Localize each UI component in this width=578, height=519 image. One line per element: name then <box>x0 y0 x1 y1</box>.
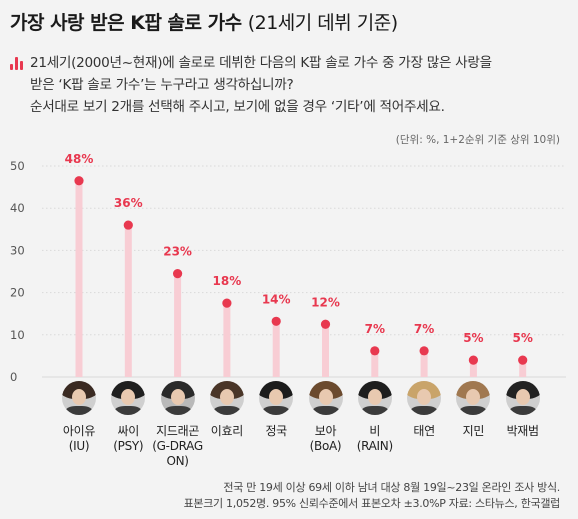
bar-chart-icon <box>10 56 24 70</box>
category-label-line: (RAIN) <box>356 439 393 453</box>
category-label-line: 지드래곤 <box>156 424 200 438</box>
y-tick-label-10: 10 <box>10 328 25 342</box>
category-label-line: 태연 <box>413 424 435 438</box>
point-3 <box>222 298 232 308</box>
category-label-8: 지민 <box>438 424 508 439</box>
category-label-line: ON) <box>166 454 189 468</box>
category-label-1: 싸이 (PSY) <box>93 424 163 454</box>
category-label-line: 정국 <box>265 424 287 438</box>
avatar-2 <box>160 381 195 415</box>
point-2 <box>173 269 183 279</box>
category-label-2: 지드래곤 (G-DRAG ON) <box>143 424 213 469</box>
data-label-2: 23% <box>163 245 192 259</box>
point-8 <box>468 355 478 365</box>
category-label-0: 아이유 (IU) <box>44 424 114 454</box>
data-label-5: 12% <box>311 295 340 309</box>
category-label-line: (PSY) <box>113 439 144 453</box>
category-label-line: 지민 <box>462 424 485 438</box>
avatar-4 <box>259 381 294 415</box>
category-label-4: 정국 <box>241 424 311 439</box>
category-label-line: 아이유 <box>62 424 96 438</box>
y-tick-label-40: 40 <box>10 201 25 215</box>
stem-4 <box>272 321 280 377</box>
point-6 <box>370 346 380 356</box>
data-label-9: 5% <box>513 331 533 345</box>
stem-6 <box>371 350 379 377</box>
avatar-6 <box>357 381 392 415</box>
category-label-9: 박재범 <box>488 424 558 439</box>
point-1 <box>123 220 133 230</box>
question-line-1: 21세기(2000년~현재)에 솔로로 데뷔한 다음의 K팝 솔로 가수 중 가… <box>30 55 492 71</box>
y-tick-label-30: 30 <box>10 243 25 257</box>
stem-3 <box>223 303 231 377</box>
point-9 <box>518 355 528 365</box>
data-label-1: 36% <box>114 196 143 210</box>
stem-7 <box>420 350 428 377</box>
title-main: 가장 사랑 받은 K팝 솔로 가수 <box>10 12 242 34</box>
avatar-8 <box>456 381 491 415</box>
stem-5 <box>322 324 329 377</box>
point-0 <box>74 176 84 186</box>
stem-2 <box>174 273 182 377</box>
y-tick-label-50: 50 <box>10 159 25 173</box>
question-line-3: 순서대로 보기 2개를 선택해 주시고, 보기에 없을 경우 ‘기타’에 적어주… <box>30 99 445 115</box>
category-label-line: 비 <box>369 424 381 438</box>
category-label-line: 싸이 <box>117 424 140 438</box>
footer-line-1: 전국 만 19세 이상 69세 이하 남녀 대상 8월 19일~23일 온라인 … <box>223 481 560 494</box>
category-label-6: 비 (RAIN) <box>340 424 410 454</box>
data-label-7: 7% <box>414 322 434 336</box>
title-sub: (21세기 데뷔 기준) <box>247 12 398 34</box>
survey-question: 21세기(2000년~현재)에 솔로로 데뷔한 다음의 K팝 솔로 가수 중 가… <box>30 52 570 118</box>
category-label-line: 박재범 <box>506 424 540 438</box>
question-line-2: 받은 ‘K팝 솔로 가수’는 누구라고 생각하십니까? <box>30 77 294 93</box>
unit-note: (단위: %, 1+2순위 기준 상위 10위) <box>395 134 560 146</box>
category-label-7: 태연 <box>389 424 459 439</box>
data-label-8: 5% <box>463 331 483 345</box>
data-label-0: 48% <box>65 152 94 166</box>
avatar-3 <box>209 381 244 415</box>
category-label-3: 이효리 <box>192 424 262 439</box>
stem-8 <box>469 360 477 377</box>
category-label-line: 보아 <box>314 424 337 438</box>
point-5 <box>320 319 331 329</box>
category-label-line: (G-DRAG <box>152 439 203 453</box>
point-7 <box>419 346 429 356</box>
avatar-5 <box>308 381 343 415</box>
data-label-3: 18% <box>213 274 242 288</box>
avatar-9 <box>505 381 540 415</box>
category-label-5: 보아 (BoA) <box>291 424 361 454</box>
stem-0 <box>75 180 83 377</box>
avatar-1 <box>111 381 146 415</box>
category-label-line: (BoA) <box>309 439 342 453</box>
stem-9 <box>519 360 527 377</box>
footer-line-2: 표본크기 1,052명. 95% 신뢰수준에서 표본오차 ±3.0%P 자료: … <box>183 497 561 510</box>
category-label-line: (IU) <box>68 439 90 453</box>
data-label-6: 7% <box>365 322 385 336</box>
y-tick-label-0: 0 <box>10 370 17 384</box>
avatar-0 <box>62 381 96 415</box>
stem-1 <box>124 225 132 377</box>
page-title: 가장 사랑 받은 K팝 솔로 가수 (21세기 데뷔 기준) <box>10 8 398 35</box>
avatar-7 <box>407 381 442 415</box>
y-tick-label-20: 20 <box>10 286 25 300</box>
point-4 <box>271 316 281 326</box>
data-label-4: 14% <box>262 292 291 306</box>
category-label-line: 이효리 <box>210 424 244 438</box>
source-footer: 전국 만 19세 이상 69세 이하 남녀 대상 8월 19일~23일 온라인 … <box>183 480 561 512</box>
